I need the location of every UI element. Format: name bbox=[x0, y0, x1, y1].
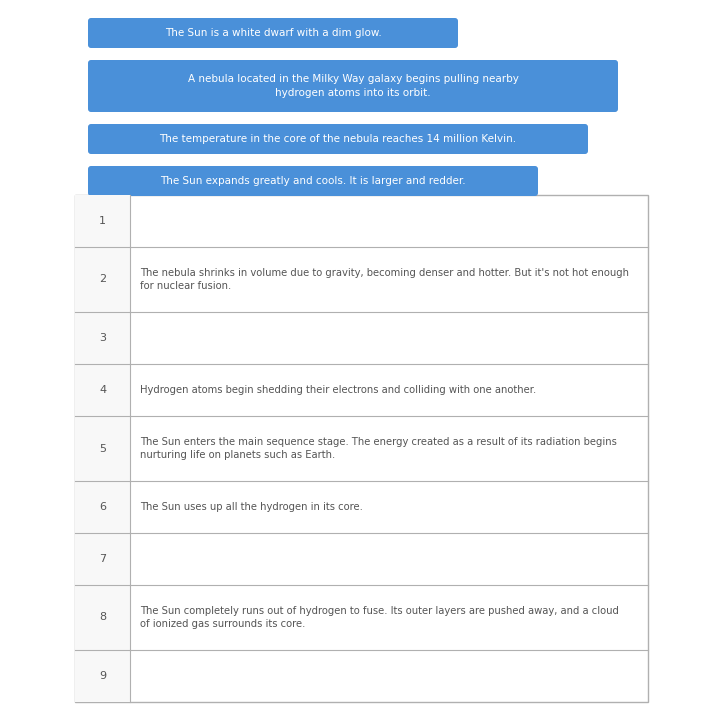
Text: 4: 4 bbox=[99, 385, 106, 395]
FancyBboxPatch shape bbox=[88, 18, 458, 48]
Text: 7: 7 bbox=[99, 554, 106, 564]
Bar bbox=[75, 585, 130, 650]
Bar bbox=[75, 416, 130, 481]
Bar bbox=[75, 481, 130, 533]
Text: 9: 9 bbox=[99, 671, 106, 681]
Text: The Sun enters the main sequence stage. The energy created as a result of its ra: The Sun enters the main sequence stage. … bbox=[140, 437, 617, 460]
Text: The Sun uses up all the hydrogen in its core.: The Sun uses up all the hydrogen in its … bbox=[140, 502, 363, 512]
Text: 1: 1 bbox=[99, 216, 106, 226]
FancyBboxPatch shape bbox=[88, 60, 618, 112]
Bar bbox=[75, 364, 130, 416]
Text: Hydrogen atoms begin shedding their electrons and colliding with one another.: Hydrogen atoms begin shedding their elec… bbox=[140, 385, 536, 395]
Text: A nebula located in the Milky Way galaxy begins pulling nearby
hydrogen atoms in: A nebula located in the Milky Way galaxy… bbox=[188, 75, 518, 98]
Text: The Sun completely runs out of hydrogen to fuse. Its outer layers are pushed awa: The Sun completely runs out of hydrogen … bbox=[140, 606, 619, 629]
Bar bbox=[75, 312, 130, 364]
Text: 6: 6 bbox=[99, 502, 106, 512]
Text: The Sun is a white dwarf with a dim glow.: The Sun is a white dwarf with a dim glow… bbox=[165, 28, 381, 38]
Bar bbox=[75, 650, 130, 702]
FancyBboxPatch shape bbox=[88, 166, 538, 196]
Bar bbox=[75, 195, 648, 702]
Text: The temperature in the core of the nebula reaches 14 million Kelvin.: The temperature in the core of the nebul… bbox=[160, 134, 516, 144]
FancyBboxPatch shape bbox=[88, 124, 588, 154]
Bar bbox=[75, 533, 130, 585]
Text: 2: 2 bbox=[99, 274, 106, 285]
Text: The Sun expands greatly and cools. It is larger and redder.: The Sun expands greatly and cools. It is… bbox=[160, 176, 466, 186]
Bar bbox=[75, 195, 130, 247]
Text: 8: 8 bbox=[99, 613, 106, 623]
Bar bbox=[75, 247, 130, 312]
Text: The nebula shrinks in volume due to gravity, becoming denser and hotter. But it': The nebula shrinks in volume due to grav… bbox=[140, 268, 629, 291]
Text: 3: 3 bbox=[99, 333, 106, 343]
Text: 5: 5 bbox=[99, 444, 106, 453]
